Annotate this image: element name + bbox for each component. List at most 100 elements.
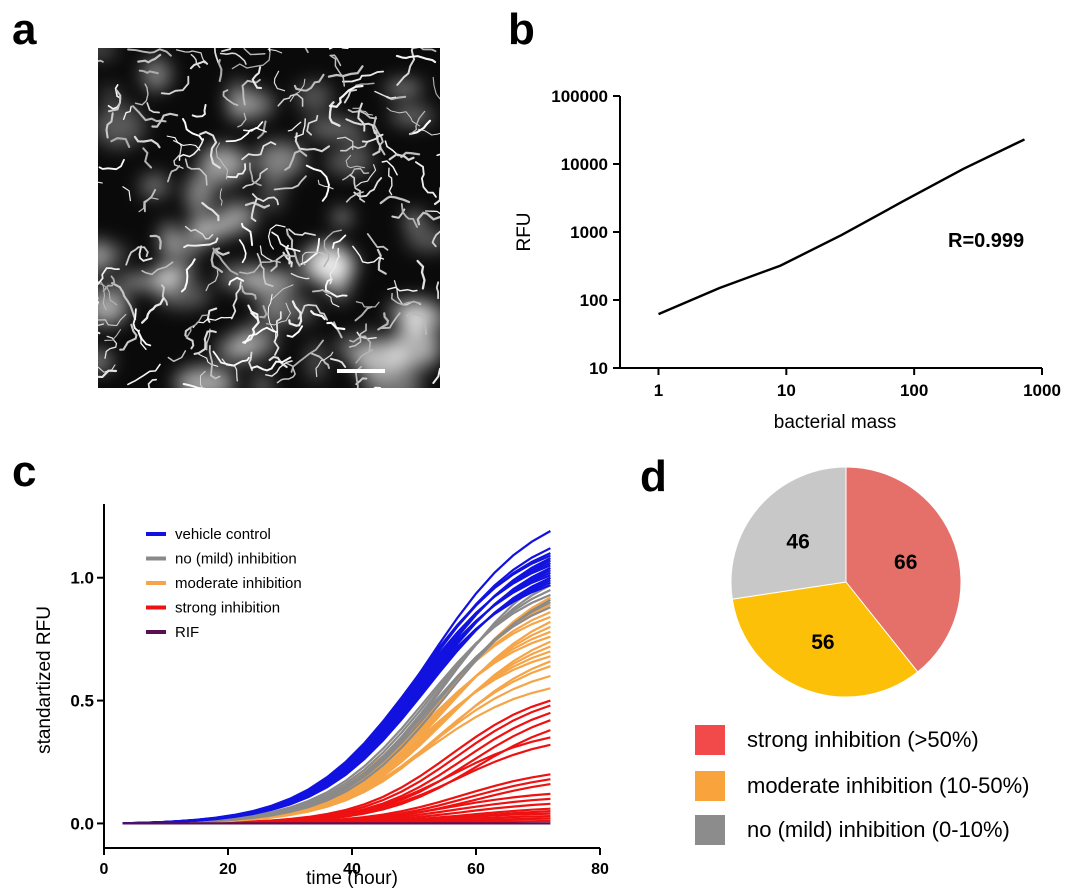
filament	[284, 149, 308, 171]
filament	[374, 90, 397, 99]
filament	[190, 54, 201, 69]
filament	[183, 237, 219, 249]
filament	[347, 109, 378, 120]
filament	[294, 118, 306, 138]
filament	[98, 281, 118, 306]
filament	[342, 167, 370, 181]
micrograph-filaments	[98, 48, 440, 388]
filament	[328, 101, 341, 127]
growth-curves-chart: 0.0 0.5 1.0 0 20 40 60 80 vehicle control no (mi…	[34, 504, 609, 889]
filament	[244, 201, 271, 209]
pie-chart: 66 56 46	[730, 466, 962, 698]
filament	[352, 245, 385, 264]
filament	[185, 314, 209, 339]
filament	[98, 364, 116, 373]
correlation-annotation: R=0.999	[948, 230, 1024, 252]
filament	[127, 48, 172, 57]
filament	[354, 306, 373, 322]
micrograph-glow	[98, 48, 440, 388]
filament	[122, 186, 131, 202]
pie-slice-pie_strong	[845, 466, 962, 673]
filament	[286, 325, 304, 338]
filament	[199, 370, 206, 388]
c-xtick-label: 20	[219, 861, 237, 878]
filament	[294, 132, 331, 153]
pie-label: 66	[894, 551, 917, 574]
filament	[431, 230, 440, 248]
b-ytick-label: 1000	[570, 223, 608, 242]
filament	[387, 167, 393, 196]
b-ytick-label: 10	[589, 359, 608, 378]
filament	[408, 119, 432, 136]
c-xtick-label: 80	[591, 861, 609, 878]
filament	[405, 311, 428, 335]
filament	[219, 188, 223, 206]
c-legend-label-vehicle: vehicle control	[175, 526, 271, 543]
filament	[326, 321, 346, 331]
filament	[138, 69, 159, 75]
filament	[98, 313, 127, 327]
filament	[215, 142, 229, 180]
filament	[180, 258, 196, 293]
filament	[355, 377, 368, 386]
filament	[341, 70, 385, 83]
group-strong	[122, 699, 551, 825]
filament	[251, 66, 263, 90]
filament	[141, 261, 174, 276]
pie-label: 56	[811, 631, 834, 654]
b-xlabel: bacterial mass	[774, 412, 897, 433]
filament	[345, 191, 364, 203]
c-xtick-label: 0	[100, 861, 109, 878]
filament	[102, 275, 116, 292]
d-legend-swatch-strong	[695, 725, 725, 755]
filament	[131, 105, 167, 123]
filament	[132, 308, 152, 347]
filament	[327, 65, 364, 78]
c-legend-label-rif: RIF	[175, 624, 199, 641]
filament	[380, 312, 401, 329]
filament	[231, 48, 271, 70]
filament	[265, 360, 293, 377]
filament	[386, 107, 421, 127]
filament	[265, 302, 292, 326]
filament	[189, 60, 209, 70]
filament	[357, 102, 366, 132]
filament	[228, 276, 245, 286]
filament	[355, 164, 377, 187]
c-legend-label-strong: strong inhibition	[175, 600, 280, 617]
filament	[293, 73, 325, 92]
filament	[167, 350, 187, 363]
filament	[134, 83, 149, 106]
filament	[138, 197, 159, 213]
filament	[356, 331, 377, 340]
b-xtick-label: 1	[654, 381, 663, 400]
filament	[198, 353, 219, 367]
panel-letter-a: a	[12, 5, 37, 54]
log-log-chart: 10 100 1000 10000 100000 1 10 100 1000 R=0.999 b…	[514, 87, 1061, 433]
filament	[244, 326, 278, 344]
filament	[355, 301, 380, 308]
filament	[182, 118, 204, 142]
curve-vehicle	[122, 554, 551, 825]
filament	[395, 54, 437, 64]
filament	[271, 231, 301, 253]
filament	[290, 272, 310, 280]
filament	[416, 211, 440, 226]
filament	[287, 121, 302, 132]
filament	[329, 247, 340, 285]
filament	[125, 246, 149, 266]
b-xtick-label: 1000	[1023, 381, 1061, 400]
filament	[432, 367, 440, 384]
d-legend-swatch-moderate	[695, 771, 725, 801]
filament	[133, 135, 161, 149]
growth-curves	[122, 530, 551, 825]
filament	[310, 352, 330, 370]
filament	[206, 307, 218, 323]
filament	[240, 222, 254, 247]
b-ylabel: RFU	[514, 212, 535, 251]
d-legend-label-none: no (mild) inhibition (0-10%)	[747, 817, 1010, 842]
filament	[107, 89, 122, 113]
filament	[328, 84, 364, 108]
filament	[377, 312, 390, 331]
b-xtick-label: 10	[777, 381, 796, 400]
